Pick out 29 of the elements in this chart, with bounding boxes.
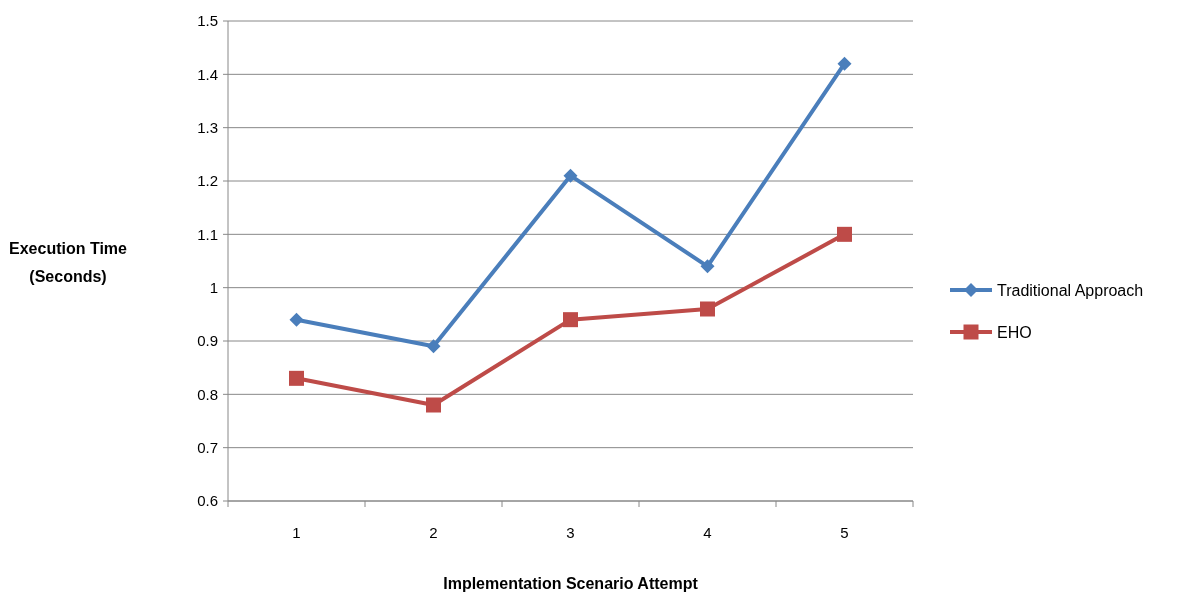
point bbox=[563, 168, 578, 183]
y-tick-label: 0.7 bbox=[197, 438, 218, 456]
point bbox=[837, 56, 852, 71]
y-tick-label: 0.8 bbox=[197, 385, 218, 403]
legend-label: Traditional Approach bbox=[997, 281, 1144, 299]
x-tick-label: 4 bbox=[703, 524, 712, 541]
y-tick-label: 1.5 bbox=[197, 12, 218, 30]
y-tick-label: 1 bbox=[209, 278, 218, 296]
point bbox=[426, 339, 441, 354]
legend-label: EHO bbox=[997, 323, 1032, 341]
y-tick-label: 0.9 bbox=[197, 332, 218, 350]
point bbox=[700, 301, 715, 317]
y-axis-title: Execution Time (Seconds) bbox=[9, 240, 128, 285]
y-tick-label: 1.3 bbox=[197, 118, 218, 136]
point bbox=[426, 397, 441, 413]
x-tick-label: 3 bbox=[566, 524, 575, 541]
point bbox=[563, 312, 578, 328]
point bbox=[700, 259, 715, 274]
x-tick-label: 5 bbox=[840, 524, 849, 541]
point bbox=[289, 312, 304, 327]
x-tick-label: 2 bbox=[429, 524, 438, 541]
y-tick-label: 1.2 bbox=[197, 172, 218, 190]
y-tick-label: 1.4 bbox=[197, 65, 218, 83]
point bbox=[837, 226, 852, 242]
point bbox=[289, 370, 304, 386]
y-tick-label: 1.1 bbox=[197, 225, 218, 243]
x-tick-label: 1 bbox=[292, 524, 301, 541]
x-axis-title: Implementation Scenario Attempt bbox=[443, 575, 699, 592]
y-tick-label: 0.6 bbox=[197, 492, 218, 510]
